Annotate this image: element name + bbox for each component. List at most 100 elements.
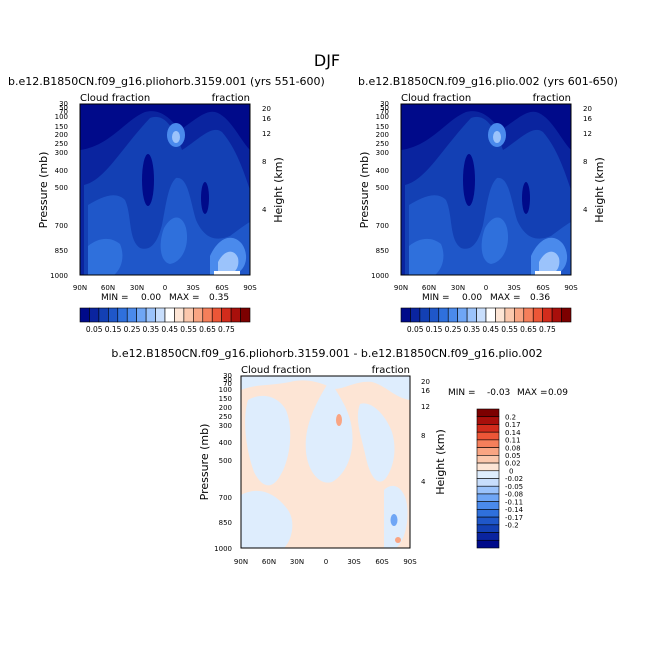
colorbar-swatch [476, 501, 500, 510]
colorbar-swatch [495, 307, 506, 323]
max-value: 0.36 [530, 293, 550, 303]
x-tick-label: 60S [215, 284, 229, 292]
panel-difference-contours [241, 376, 410, 548]
panel-left-units-label: fraction [212, 93, 250, 104]
max-label: MAX = [490, 293, 521, 303]
colorbar-swatch [447, 307, 458, 323]
panel-difference-min-max: MIN = -0.03 MAX = 0.09 [448, 388, 568, 398]
colorbar-label: 0.55 [180, 325, 197, 334]
colorbar-swatch [240, 307, 251, 323]
max-label: MAX = [169, 293, 200, 303]
colorbar-swatch [551, 307, 562, 323]
height-tick-label: 8 [421, 432, 425, 440]
y-tick-label: 400 [376, 167, 389, 175]
colorbar-label: -0.14 [505, 506, 524, 514]
x-tick-label: 30S [507, 284, 521, 292]
colorbar-swatch [561, 307, 572, 323]
panel-left-cloud-region [172, 131, 180, 143]
x-tick-label: 90N [73, 284, 87, 292]
y-tick-label: 250 [55, 140, 68, 148]
colorbar-swatch [476, 439, 500, 448]
colorbar-label: 0.65 [520, 325, 537, 334]
colorbar-swatch [476, 424, 500, 433]
y-tick-label: 700 [55, 222, 68, 230]
panel-difference-title: b.e12.B1850CN.f09_g16.pliohorb.3159.001 … [111, 347, 542, 360]
colorbar-swatch [202, 307, 213, 323]
height-tick-label: 12 [583, 130, 592, 138]
panel-left-colorbar [79, 307, 251, 323]
y-tick-label: 200 [376, 131, 389, 139]
panel-difference-units-label: fraction [372, 365, 410, 376]
colorbar-swatch [514, 307, 525, 323]
colorbar-label: 0.08 [505, 444, 521, 452]
colorbar-label: 0.25 [445, 325, 462, 334]
panel-difference-anomaly-region [245, 395, 291, 486]
colorbar-label: 0.05 [505, 452, 521, 460]
colorbar-swatch [476, 307, 487, 323]
colorbar-swatch [98, 307, 109, 323]
min-value: -0.03 [487, 388, 510, 398]
panel-right-units-label: fraction [533, 93, 571, 104]
colorbar-swatch [126, 307, 137, 323]
y-tick-label: 850 [376, 247, 389, 255]
colorbar-swatch [183, 307, 194, 323]
colorbar-label: 0.55 [501, 325, 518, 334]
panel-right-cloud-region [522, 182, 530, 214]
panel-difference-anomaly-region [395, 537, 401, 543]
colorbar-swatch [230, 307, 241, 323]
panel-difference-variable-label: Cloud fraction [241, 365, 311, 376]
colorbar-swatch [476, 447, 500, 456]
x-tick-label: 60S [536, 284, 550, 292]
x-tick-label: 0 [163, 284, 167, 292]
panel-difference-anomaly-region [357, 403, 395, 482]
panel-left-cloud-region [160, 217, 188, 264]
x-tick-label: 90N [394, 284, 408, 292]
colorbar-swatch [400, 307, 411, 323]
height-tick-label: 8 [262, 158, 266, 166]
y-tick-label: 400 [55, 167, 68, 175]
colorbar-swatch [476, 524, 500, 533]
colorbar-label: 0.05 [86, 325, 103, 334]
x-tick-label: 60S [375, 558, 389, 566]
panel-right-cloud-region [481, 217, 509, 264]
y-tick-label: 100 [376, 113, 389, 121]
colorbar-swatch [429, 307, 440, 323]
y-tick-label: 150 [219, 395, 232, 403]
x-tick-label: 30S [186, 284, 200, 292]
panel-right-cloud-region [463, 154, 475, 206]
colorbar-swatch [523, 307, 534, 323]
colorbar-swatch [476, 509, 500, 518]
y-tick-label: 150 [376, 123, 389, 131]
colorbar-swatch [79, 307, 90, 323]
colorbar-swatch [476, 408, 500, 418]
y-tick-label: 30 [223, 372, 232, 380]
colorbar-swatch [485, 307, 496, 323]
colorbar-swatch [476, 462, 500, 472]
x-tick-label: 90S [564, 284, 578, 292]
height-tick-label: 16 [262, 115, 271, 123]
height-tick-label: 20 [262, 105, 271, 113]
colorbar-swatch [438, 307, 449, 323]
colorbar-label: -0.2 [505, 522, 519, 530]
colorbar-swatch [476, 516, 500, 526]
panel-left-x-ticks: 90N 60N 30N 0 30S 60S 90S [73, 284, 257, 292]
x-tick-label: 90S [403, 558, 417, 566]
colorbar-label: 0.11 [505, 437, 521, 445]
colorbar-swatch [117, 307, 128, 323]
panel-difference-colorbar-labels: 0.2 0.17 0.14 0.11 0.08 0.05 0.02 0 -0.0… [505, 413, 524, 529]
y-tick-label: 250 [376, 140, 389, 148]
min-label: MIN = [422, 293, 450, 303]
panel-left-title: b.e12.B1850CN.f09_g16.pliohorb.3159.001 … [8, 75, 325, 88]
colorbar-swatch [476, 485, 500, 495]
panel-difference-y-ticks: 30 50 70 100 150 200 250 300 400 500 700… [214, 372, 232, 553]
colorbar-swatch [174, 307, 185, 323]
y-tick-label: 700 [376, 222, 389, 230]
panel-difference-anomaly-region [305, 380, 353, 483]
panel-right-variable-label: Cloud fraction [401, 93, 471, 104]
panel-left-colorbar-labels: 0.05 0.15 0.25 0.35 0.45 0.55 0.65 0.75 [86, 325, 235, 334]
panel-difference-height-ticks: 20 16 12 8 4 [421, 378, 430, 486]
height-tick-label: 20 [583, 105, 592, 113]
colorbar-label: 0.02 [505, 460, 521, 468]
panel-right-contours [401, 104, 571, 275]
y-tick-label: 50 [59, 104, 68, 112]
